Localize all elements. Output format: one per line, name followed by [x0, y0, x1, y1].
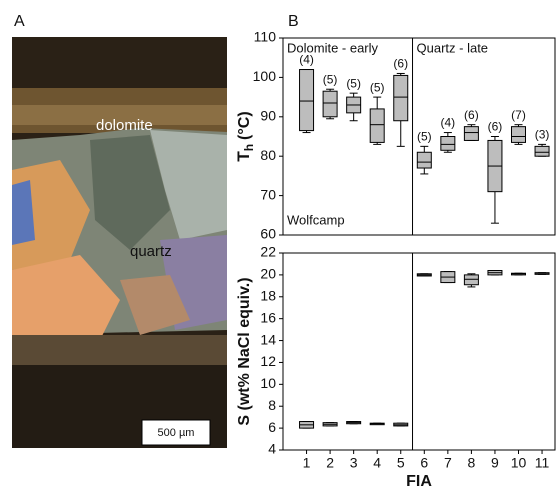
x-axis-label: FIA [406, 473, 432, 490]
y-tick-label: 8 [268, 397, 276, 413]
y-tick-label: 14 [260, 331, 276, 347]
y-tick-label: 16 [260, 309, 276, 325]
box [416, 151, 432, 169]
box [299, 69, 315, 132]
n-label: (5) [346, 76, 361, 90]
x-tick-label: 2 [326, 455, 334, 471]
y-tick-label: 70 [260, 186, 276, 202]
y-tick-label: 90 [260, 108, 276, 124]
y-axis-label-sub: h [242, 144, 256, 151]
y-axis-label-unit: (°C) [236, 111, 253, 140]
plot-frame [282, 37, 556, 236]
x-tick-label: 6 [420, 455, 428, 471]
n-label: (5) [370, 80, 385, 94]
y-tick-label: 60 [260, 226, 276, 242]
panel-label: A [14, 13, 25, 30]
n-label: (7) [511, 108, 526, 122]
n-label: (3) [535, 128, 550, 142]
n-label: (5) [417, 130, 432, 144]
box [369, 108, 385, 143]
annotation: Wolfcamp [287, 212, 345, 227]
n-label: (4) [441, 116, 456, 130]
x-tick-label: 10 [511, 455, 527, 471]
y-tick-label: 22 [260, 244, 276, 260]
box [463, 126, 479, 141]
y-tick-label: 110 [254, 29, 277, 45]
x-tick-label: 9 [491, 455, 499, 471]
box [463, 274, 479, 286]
scale-bar-label: 500 µm [158, 427, 195, 439]
box [440, 136, 456, 151]
annotation: Dolomite - early [287, 40, 379, 55]
x-tick-label: 11 [535, 455, 550, 471]
n-label: (6) [393, 57, 408, 71]
y-tick-label: 6 [268, 419, 276, 435]
x-tick-label: 8 [467, 455, 475, 471]
y-axis-label: Th (°C) [234, 111, 256, 161]
annotation: Quartz - late [417, 40, 489, 55]
x-tick-label: 4 [373, 455, 381, 471]
box [534, 145, 550, 157]
y-tick-label: 18 [260, 287, 276, 303]
y-tick-label: 12 [260, 353, 276, 369]
box [510, 126, 526, 143]
y-axis-label: S (wt% NaCl equiv.) [236, 277, 253, 425]
n-label: (6) [464, 108, 479, 122]
x-tick-label: 3 [350, 455, 358, 471]
mineral-label: dolomite [96, 117, 153, 134]
x-tick-label: 5 [397, 455, 405, 471]
y-tick-label: 80 [260, 147, 276, 163]
n-label: (4) [299, 53, 314, 67]
micrograph [12, 37, 227, 448]
x-tick-label: 1 [303, 455, 311, 471]
box [393, 74, 409, 122]
plot-frame [282, 252, 556, 451]
y-axis-label-main: T [234, 151, 253, 162]
n-label: (5) [323, 72, 338, 86]
mineral-label: quartz [130, 243, 172, 260]
y-tick-label: 100 [253, 68, 277, 84]
y-tick-label: 10 [260, 375, 276, 391]
y-tick-label: 4 [268, 441, 276, 457]
y-tick-label: 20 [260, 266, 276, 282]
box [322, 90, 338, 118]
panel-label: B [288, 13, 299, 30]
n-label: (6) [488, 120, 503, 134]
x-tick-label: 7 [444, 455, 452, 471]
